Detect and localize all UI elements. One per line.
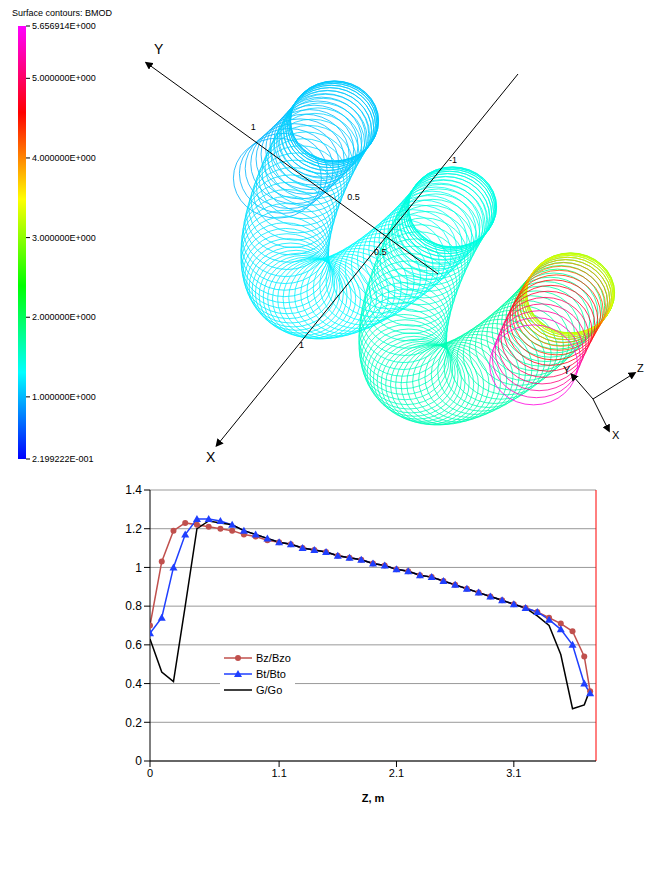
svg-text:0: 0: [135, 754, 142, 768]
svg-text:5.656914E+000: 5.656914E+000: [32, 21, 96, 31]
svg-text:0.6: 0.6: [125, 638, 142, 652]
svg-text:0.5: 0.5: [374, 247, 387, 257]
html-text:Bz/Bzo: Bz/Bzo: [256, 652, 291, 664]
svg-text:3.1: 3.1: [506, 767, 521, 779]
svg-text:0.2: 0.2: [125, 716, 142, 730]
svg-text:0: 0: [147, 767, 153, 779]
svg-text:X: X: [206, 449, 216, 465]
svg-text:Surface contours: BMOD: Surface contours: BMOD: [12, 8, 113, 18]
svg-text:5.000000E+000: 5.000000E+000: [32, 73, 96, 83]
svg-text:2.000000E+000: 2.000000E+000: [32, 312, 96, 322]
svg-text:1: 1: [251, 122, 256, 132]
svg-text:0.4: 0.4: [125, 677, 142, 691]
svg-text:1: 1: [299, 340, 304, 350]
svg-text:4.000000E+000: 4.000000E+000: [32, 153, 96, 163]
html-text:Bt/Bto: Bt/Bto: [256, 668, 286, 680]
svg-text:Y: Y: [563, 364, 571, 376]
svg-text:0.5: 0.5: [347, 192, 360, 202]
svg-text:Z: Z: [637, 362, 644, 374]
svg-text:1.000000E+000: 1.000000E+000: [32, 392, 96, 402]
svg-text:3.000000E+000: 3.000000E+000: [32, 233, 96, 243]
html-text:G/Go: G/Go: [256, 684, 283, 696]
svg-text:1.4: 1.4: [125, 483, 142, 497]
svg-text:Z, m: Z, m: [362, 792, 385, 804]
svg-text:Y: Y: [154, 41, 164, 57]
svg-text:1.1: 1.1: [271, 767, 286, 779]
svg-text:-1: -1: [449, 155, 457, 165]
svg-text:0.8: 0.8: [125, 599, 142, 613]
svg-text:2.1: 2.1: [389, 767, 404, 779]
svg-text:1: 1: [135, 561, 142, 575]
svg-text:2.199222E-001: 2.199222E-001: [32, 454, 94, 464]
svg-text:X: X: [612, 429, 620, 441]
svg-text:1.2: 1.2: [125, 522, 142, 536]
